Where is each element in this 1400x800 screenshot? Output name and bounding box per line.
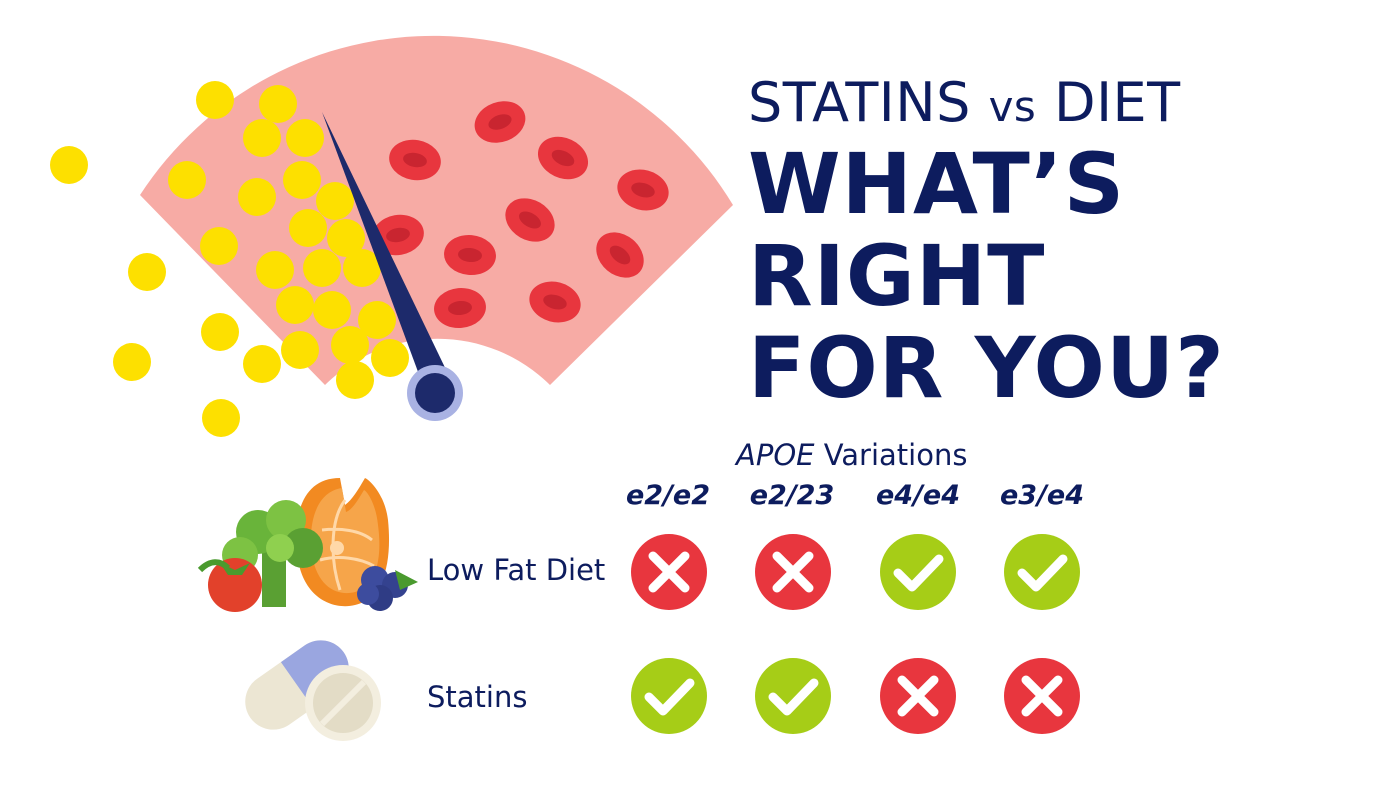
cholesterol-particle — [238, 178, 276, 216]
red-blood-cells — [372, 101, 669, 329]
cholesterol-particle — [371, 339, 409, 377]
cholesterol-particles — [50, 81, 409, 437]
cholesterol-particle — [128, 253, 166, 291]
red-blood-cell — [389, 139, 441, 181]
diet-food-icon — [197, 478, 418, 612]
cholesterol-particle — [200, 227, 238, 265]
cholesterol-particle — [331, 326, 369, 364]
red-blood-cell — [434, 287, 486, 329]
cross-icon — [1004, 658, 1080, 734]
cholesterol-particle — [358, 301, 396, 339]
column-header-e4-e4: e4/e4 — [875, 480, 961, 511]
column-header-e2-e2: e2/e2 — [625, 480, 711, 511]
cholesterol-particle — [201, 313, 239, 351]
red-blood-cell — [596, 232, 644, 278]
cholesterol-particle — [343, 249, 381, 287]
red-blood-cell — [537, 136, 589, 180]
column-header-e3-e4: e3/e4 — [999, 480, 1085, 511]
cholesterol-particle — [196, 81, 234, 119]
headline: WHAT’S RIGHT FOR YOU? — [748, 135, 1225, 417]
row-label-low-fat-diet: Low Fat Diet — [427, 553, 606, 587]
cholesterol-particle — [316, 182, 354, 220]
status-marks — [631, 534, 1080, 734]
cholesterol-particle — [243, 119, 281, 157]
check-icon — [755, 658, 831, 734]
cholesterol-particle — [281, 331, 319, 369]
cholesterol-particle — [336, 361, 374, 399]
check-icon — [1004, 534, 1080, 610]
cholesterol-particle — [259, 85, 297, 123]
apoe-variations-caption: APOE Variations — [736, 438, 968, 472]
cholesterol-particle — [276, 286, 314, 324]
subtitle: STATINS vs DIET — [748, 71, 1181, 134]
cholesterol-particle — [327, 219, 365, 257]
cholesterol-particle — [313, 291, 351, 329]
red-blood-cell — [529, 281, 581, 323]
cholesterol-particle — [289, 209, 327, 247]
red-blood-cell — [444, 234, 496, 276]
cholesterol-particle — [286, 119, 324, 157]
cholesterol-particle — [283, 161, 321, 199]
column-header-e2-23: e2/23 — [749, 480, 835, 511]
pills-icon — [245, 640, 381, 741]
red-blood-cell — [474, 101, 526, 143]
red-blood-cell — [617, 169, 669, 211]
red-blood-cell — [505, 198, 555, 242]
cholesterol-particle — [168, 161, 206, 199]
gauge-needle-icon — [322, 112, 463, 421]
row-label-statins: Statins — [427, 680, 528, 714]
cholesterol-particle — [202, 399, 240, 437]
cross-icon — [631, 534, 707, 610]
cross-icon — [880, 658, 956, 734]
cholesterol-particle — [50, 146, 88, 184]
check-icon — [631, 658, 707, 734]
cholesterol-particle — [113, 343, 151, 381]
cross-icon — [755, 534, 831, 610]
cholesterol-particle — [256, 251, 294, 289]
check-icon — [880, 534, 956, 610]
cholesterol-particle — [303, 249, 341, 287]
cholesterol-particle — [243, 345, 281, 383]
